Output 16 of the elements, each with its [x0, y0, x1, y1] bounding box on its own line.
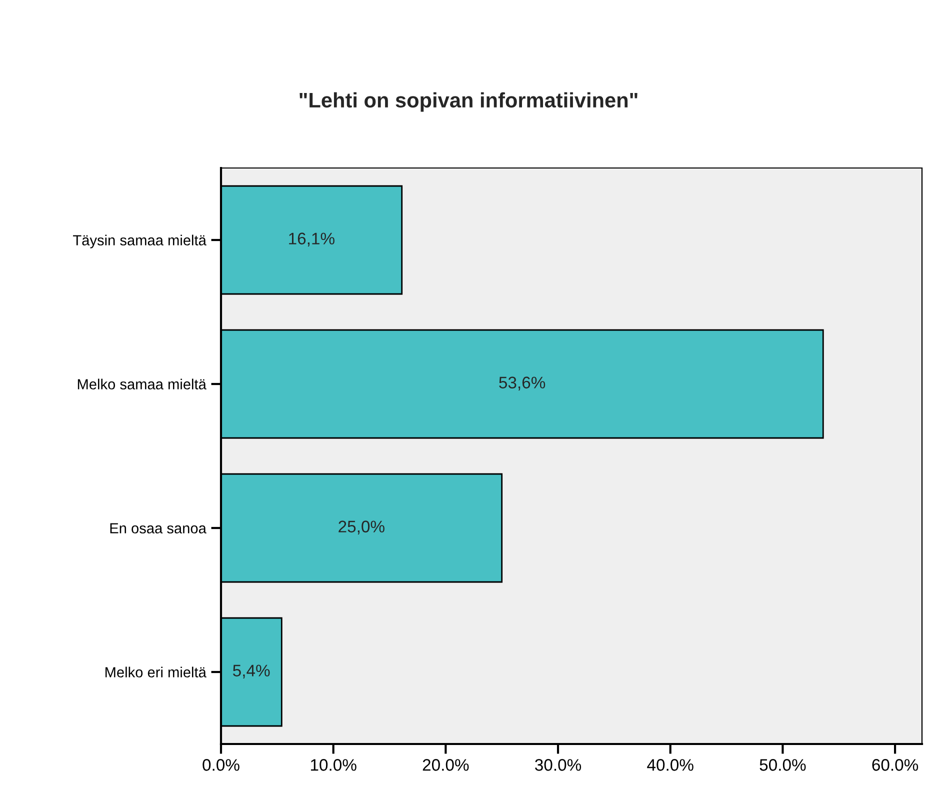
x-tick-label: 40.0%: [647, 759, 694, 771]
y-tick-label: En osaa sanoa: [110, 523, 206, 534]
y-tick-label: Melko eri mieltä: [106, 666, 206, 678]
x-tick-label: 10.0%: [310, 759, 356, 771]
data-label: 16,1%: [289, 232, 334, 246]
x-tick-label: 60.0%: [872, 759, 918, 771]
data-label: 25,0%: [338, 520, 384, 534]
data-label: 53,6%: [499, 376, 546, 390]
chart-title: "Lehti on sopivan informatiivinen": [300, 92, 638, 112]
x-tick-label: 20.0%: [422, 759, 469, 771]
x-tick-label: 50.0%: [760, 759, 806, 771]
y-tick-label: Melko samaa mieltä: [78, 378, 206, 390]
x-tick-label: 0.0%: [202, 759, 240, 771]
y-tick-label: Täysin samaa mieltä: [73, 234, 206, 248]
data-label: 5,4%: [233, 664, 270, 678]
x-tick-label: 30.0%: [535, 759, 582, 771]
